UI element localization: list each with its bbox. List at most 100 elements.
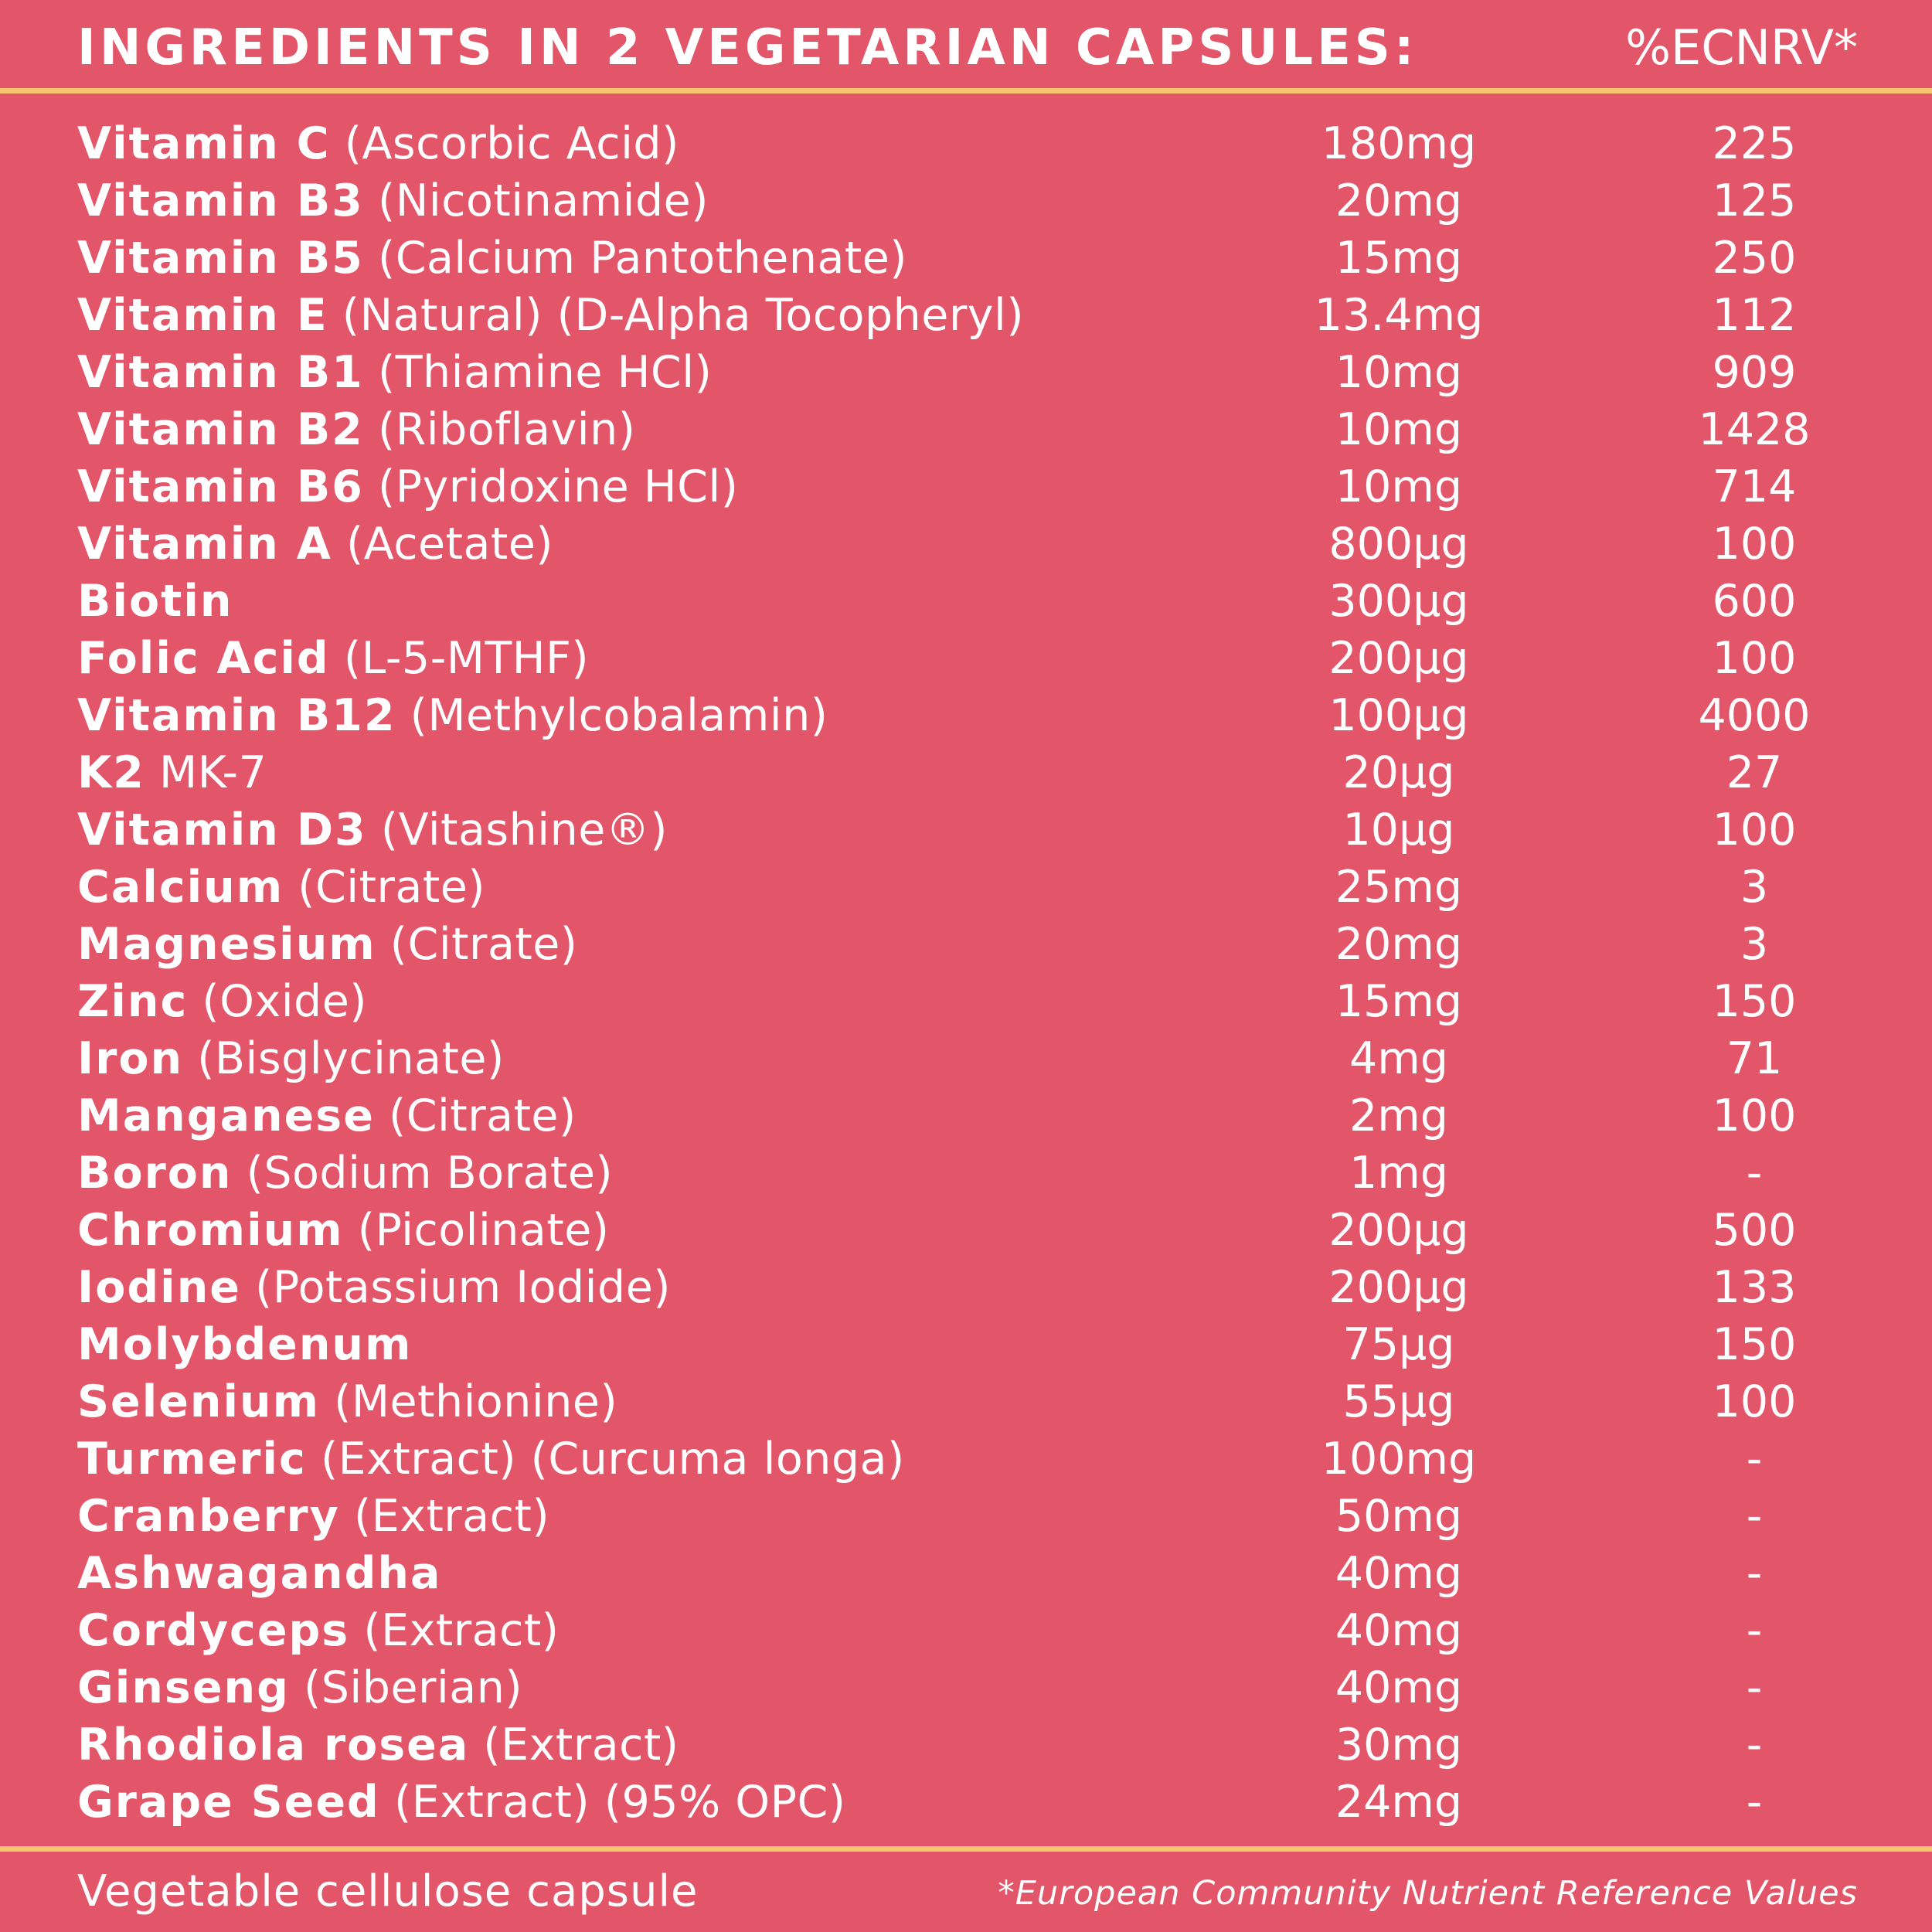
ingredient-name-cell: Boron (Sodium Borate)	[77, 1145, 613, 1202]
nrv-column-header: %ECNRV*	[1625, 19, 1858, 76]
ingredient-row: Molybdenum 75µg 150	[0, 1316, 1932, 1373]
ingredient-nrv: -	[1746, 1148, 1763, 1199]
ingredient-row: Manganese (Citrate) 2mg 100	[0, 1087, 1932, 1145]
ingredient-form: (Acetate)	[345, 519, 554, 570]
ingredient-form: (Siberian)	[304, 1662, 523, 1713]
ingredient-row: Vitamin B6 (Pyridoxine HCl) 10mg 714	[0, 458, 1932, 515]
ingredient-form: (Extract)	[483, 1719, 679, 1770]
ingredient-amount: 4mg	[1349, 1033, 1448, 1084]
ingredient-form: (Oxide)	[202, 976, 368, 1027]
ingredient-name-cell: Iodine (Potassium Iodide)	[77, 1259, 671, 1316]
ingredient-name: Chromium	[77, 1205, 344, 1256]
ingredient-name: Zinc	[77, 976, 189, 1027]
ingredient-name: Vitamin B3	[77, 175, 364, 226]
ingredient-nrv: 3	[1740, 919, 1769, 970]
ingredient-nrv: -	[1746, 1719, 1763, 1770]
ingredient-row: Cordyceps (Extract) 40mg -	[0, 1602, 1932, 1659]
ingredient-amount: 55µg	[1342, 1376, 1455, 1427]
ingredient-name-cell: Ashwagandha	[77, 1545, 441, 1602]
ingredient-name: Cranberry	[77, 1491, 340, 1542]
ingredient-nrv: 4000	[1698, 690, 1811, 741]
ingredient-amount: 40mg	[1335, 1548, 1463, 1599]
header: INGREDIENTS IN 2 VEGETARIAN CAPSULES: %E…	[0, 0, 1932, 87]
ingredient-nrv: 714	[1712, 461, 1797, 512]
ingredient-form: (Thiamine HCl)	[377, 347, 713, 398]
ingredient-form: MK-7	[158, 747, 267, 798]
ingredients-title: INGREDIENTS IN 2 VEGETARIAN CAPSULES:	[77, 19, 1418, 77]
ingredient-row: Vitamin B5 (Calcium Pantothenate) 15mg 250	[0, 230, 1932, 287]
ingredients-table: Vitamin C (Ascorbic Acid) 180mg 225 Vitamin…	[0, 115, 1932, 1831]
ingredient-nrv: -	[1746, 1605, 1763, 1656]
ingredient-name-cell: Turmeric (Extract) (Curcuma longa)	[77, 1430, 905, 1488]
ingredient-form: (Nicotinamide)	[377, 175, 709, 226]
ingredient-nrv: 100	[1712, 1376, 1797, 1427]
ingredient-row: Selenium (Methionine) 55µg 100	[0, 1373, 1932, 1430]
ingredient-nrv: -	[1746, 1777, 1763, 1828]
ingredient-name: Biotin	[77, 576, 233, 627]
ingredient-form: (Extract)	[353, 1491, 550, 1542]
ingredient-name-cell: Biotin	[77, 573, 233, 630]
ingredient-nrv: 100	[1712, 519, 1797, 570]
ingredient-name-cell: Vitamin A (Acetate)	[77, 515, 553, 573]
ingredient-row: Vitamin B1 (Thiamine HCl) 10mg 909	[0, 344, 1932, 401]
ingredient-name: Folic Acid	[77, 633, 330, 684]
ingredient-name: Grape Seed	[77, 1777, 380, 1828]
ingredient-name: Iron	[77, 1033, 184, 1084]
ingredient-name: Iodine	[77, 1262, 241, 1313]
ingredient-row: Ashwagandha 40mg -	[0, 1545, 1932, 1602]
ingredient-name: Molybdenum	[77, 1319, 413, 1370]
ingredient-nrv: 225	[1712, 118, 1797, 169]
ingredient-form: (Ascorbic Acid)	[344, 118, 679, 169]
ingredient-row: Vitamin B2 (Riboflavin) 10mg 1428	[0, 401, 1932, 458]
ingredient-amount: 50mg	[1335, 1491, 1463, 1542]
ingredient-amount: 800µg	[1328, 519, 1469, 570]
ingredient-name: K2	[77, 747, 145, 798]
ingredient-row: Magnesium (Citrate) 20mg 3	[0, 916, 1932, 973]
ingredient-form: (Citrate)	[389, 919, 578, 970]
ingredient-amount: 1mg	[1349, 1148, 1448, 1199]
ingredient-amount: 180mg	[1321, 118, 1477, 169]
ingredient-form: (Citrate)	[298, 862, 486, 913]
ingredient-nrv: 150	[1712, 1319, 1797, 1370]
ingredient-nrv: 27	[1726, 747, 1783, 798]
ingredient-name-cell: Vitamin B5 (Calcium Pantothenate)	[77, 230, 907, 287]
ingredient-name-cell: Calcium (Citrate)	[77, 859, 485, 916]
ingredient-amount: 10µg	[1342, 804, 1455, 855]
bottom-divider	[0, 1846, 1932, 1852]
ingredient-form: (Methylcobalamin)	[410, 690, 828, 741]
ingredient-row: Calcium (Citrate) 25mg 3	[0, 859, 1932, 916]
ingredient-row: Vitamin B3 (Nicotinamide) 20mg 125	[0, 172, 1932, 230]
ingredient-name: Vitamin B6	[77, 461, 364, 512]
ingredient-row: Boron (Sodium Borate) 1mg -	[0, 1145, 1932, 1202]
ingredient-form: (Calcium Pantothenate)	[377, 233, 908, 284]
ingredient-name: Turmeric	[77, 1434, 307, 1485]
ingredient-amount: 30mg	[1335, 1719, 1463, 1770]
ingredient-name-cell: Molybdenum	[77, 1316, 412, 1373]
ingredient-name: Vitamin E	[77, 290, 328, 341]
ingredient-row: Ginseng (Siberian) 40mg -	[0, 1659, 1932, 1716]
ingredient-name: Manganese	[77, 1090, 375, 1141]
ingredient-form: (Picolinate)	[357, 1205, 610, 1256]
ingredient-nrv: 125	[1712, 175, 1797, 226]
ingredient-nrv: 3	[1740, 862, 1769, 913]
ingredient-name: Ginseng	[77, 1662, 290, 1713]
ingredient-row: K2 MK-7 20µg 27	[0, 744, 1932, 801]
ingredient-amount: 75µg	[1342, 1319, 1455, 1370]
ingredient-form: (Methionine)	[334, 1376, 618, 1427]
capsule-note: Vegetable cellulose capsule	[77, 1866, 699, 1917]
ingredient-row: Rhodiola rosea (Extract) 30mg -	[0, 1716, 1932, 1774]
ingredient-row: Folic Acid (L-5-MTHF) 200µg 100	[0, 630, 1932, 687]
ingredient-row: Zinc (Oxide) 15mg 150	[0, 973, 1932, 1030]
ingredient-row: Vitamin B12 (Methylcobalamin) 100µg 4000	[0, 687, 1932, 744]
ingredient-row: Iodine (Potassium Iodide) 200µg 133	[0, 1259, 1932, 1316]
ingredient-name-cell: Vitamin E (Natural) (D-Alpha Tocopheryl)	[77, 287, 1024, 344]
ingredient-name: Boron	[77, 1148, 233, 1199]
ingredient-name: Vitamin B2	[77, 404, 364, 455]
ingredient-amount: 15mg	[1335, 976, 1463, 1027]
ingredient-form: (Extract)	[363, 1605, 560, 1656]
ingredient-form: (Natural) (D-Alpha Tocopheryl)	[342, 290, 1025, 341]
ingredient-nrv: -	[1746, 1662, 1763, 1713]
ingredient-name-cell: Zinc (Oxide)	[77, 973, 367, 1030]
ingredient-row: Chromium (Picolinate) 200µg 500	[0, 1202, 1932, 1259]
ingredient-row: Biotin 300µg 600	[0, 573, 1932, 630]
